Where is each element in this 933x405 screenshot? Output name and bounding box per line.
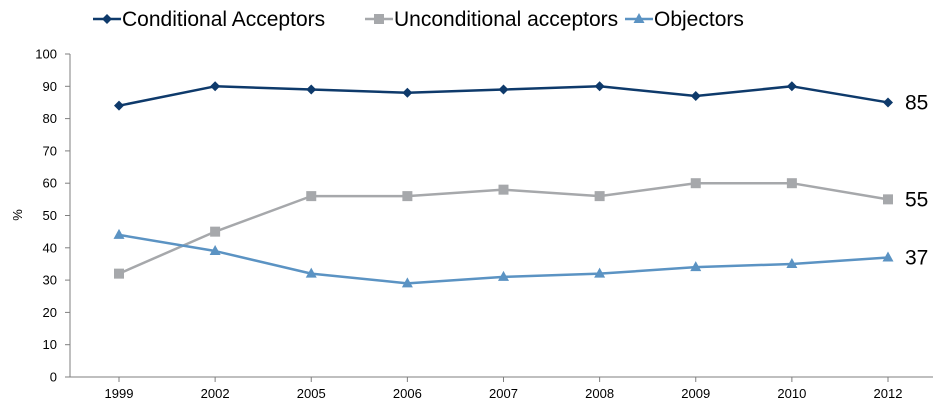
series-objectors: 37 bbox=[113, 228, 928, 288]
series-conditional-acceptors: 85 bbox=[114, 81, 928, 114]
data-point bbox=[498, 184, 509, 195]
x-tick-label: 2012 bbox=[874, 386, 903, 401]
x-tick-label: 2008 bbox=[585, 386, 614, 401]
legend-marker bbox=[633, 13, 645, 23]
end-value-label: 37 bbox=[905, 246, 928, 269]
data-point bbox=[210, 226, 221, 237]
data-point bbox=[882, 251, 894, 262]
x-tick-label: 2009 bbox=[681, 386, 710, 401]
y-tick-label: 20 bbox=[43, 305, 57, 320]
y-tick-label: 100 bbox=[35, 47, 57, 62]
data-point bbox=[690, 261, 702, 272]
data-point bbox=[690, 90, 701, 101]
legend-item: Conditional Acceptors bbox=[93, 8, 325, 31]
data-point bbox=[594, 267, 606, 278]
data-point bbox=[401, 277, 413, 288]
x-tick-label: 2007 bbox=[489, 386, 518, 401]
x-tick-label: 2002 bbox=[201, 386, 230, 401]
y-tick-label: 50 bbox=[43, 208, 57, 223]
end-value-label: 55 bbox=[905, 188, 928, 211]
y-axis-title: % bbox=[10, 209, 25, 221]
series-line bbox=[118, 181, 889, 275]
data-point bbox=[883, 194, 893, 205]
data-point bbox=[113, 228, 125, 239]
legend-item: Unconditional acceptors bbox=[365, 8, 618, 31]
data-point bbox=[883, 97, 893, 108]
y-axis-ticks: 0 10 20 30 40 50 60 70 80 90 100 bbox=[35, 47, 70, 385]
y-tick-label: 90 bbox=[43, 79, 57, 94]
x-tick-label: 1999 bbox=[105, 386, 134, 401]
data-point bbox=[114, 100, 124, 111]
series-unconditional-acceptors: 55 bbox=[114, 178, 928, 279]
legend-marker bbox=[102, 14, 112, 24]
data-point bbox=[690, 178, 701, 189]
x-tick-label: 2006 bbox=[393, 386, 422, 401]
y-tick-label: 60 bbox=[43, 176, 57, 191]
x-tick-label: 2010 bbox=[777, 386, 806, 401]
y-tick-label: 0 bbox=[50, 370, 57, 385]
data-point bbox=[209, 245, 221, 256]
end-value-label: 85 bbox=[905, 91, 928, 114]
data-point bbox=[498, 270, 509, 281]
series-layer: 85 55 37 bbox=[113, 81, 928, 288]
x-tick-label: 2005 bbox=[297, 386, 326, 401]
y-tick-label: 40 bbox=[43, 240, 57, 255]
data-point bbox=[594, 81, 605, 92]
data-point bbox=[306, 191, 317, 202]
y-tick-label: 10 bbox=[43, 337, 57, 352]
data-point bbox=[402, 87, 413, 98]
data-point bbox=[786, 257, 798, 268]
x-axis-ticks: 1999 2002 2005 2006 2007 2008 2009 2010 2012 bbox=[105, 377, 903, 401]
y-tick-label: 70 bbox=[43, 143, 57, 158]
legend-label: Unconditional acceptors bbox=[394, 8, 618, 31]
data-point bbox=[402, 191, 413, 202]
legend-marker bbox=[374, 14, 384, 24]
legend-label: Objectors bbox=[654, 8, 744, 31]
y-tick-label: 80 bbox=[43, 111, 57, 126]
data-point bbox=[114, 268, 124, 279]
y-tick-label: 30 bbox=[43, 273, 57, 288]
data-point bbox=[305, 267, 317, 278]
data-point bbox=[594, 191, 605, 202]
data-point bbox=[306, 84, 317, 95]
data-point bbox=[786, 178, 797, 189]
data-point bbox=[210, 81, 221, 92]
data-point bbox=[786, 81, 797, 92]
legend-item: Objectors bbox=[625, 8, 744, 31]
legend-label: Conditional Acceptors bbox=[122, 8, 325, 31]
data-point bbox=[498, 84, 509, 95]
legend: Conditional Acceptors Unconditional accep… bbox=[93, 8, 744, 31]
